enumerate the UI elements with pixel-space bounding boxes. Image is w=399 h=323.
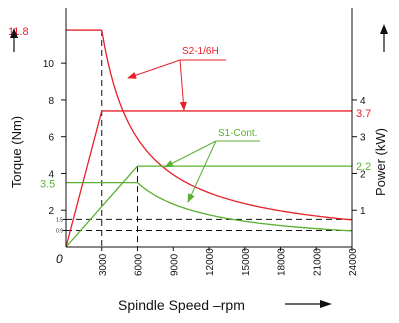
x-tick-label: 12000 bbox=[205, 248, 216, 276]
s2-power-line bbox=[65, 110, 352, 248]
x-tick-label: 15000 bbox=[241, 248, 252, 276]
s1-series-label: S1-Cont. bbox=[218, 128, 257, 139]
guide-lines bbox=[66, 30, 352, 247]
y-left-tick-label: 4 bbox=[48, 169, 54, 180]
y-right-tick-label: 3 bbox=[360, 133, 366, 144]
s1-torque-max-label: 3.5 bbox=[40, 179, 55, 191]
y-left-tick-label: 6 bbox=[48, 133, 54, 144]
y-right-tick-label: 1 bbox=[360, 206, 366, 217]
y-left-arrow-icon bbox=[10, 28, 18, 52]
origin-label: 0 bbox=[56, 252, 63, 266]
x-tick-label: 3000 bbox=[98, 253, 109, 276]
x-tick-label: 9000 bbox=[169, 253, 180, 276]
x-tick-label: 18000 bbox=[277, 248, 288, 276]
s2-power-max-label: 3.7 bbox=[356, 108, 371, 120]
x-arrow-icon bbox=[285, 300, 332, 308]
s2-torque-curve bbox=[101, 29, 353, 221]
x-tick-label: 21000 bbox=[312, 248, 323, 276]
s2-series-label: S2-1/6H bbox=[182, 46, 219, 57]
axes bbox=[65, 8, 353, 248]
s1-leader-power bbox=[164, 140, 217, 168]
ticks: 3000 6000 9000 12000 15000 18000 21000 24000 2 4 6… bbox=[43, 59, 366, 276]
y-right-arrow-icon bbox=[380, 24, 388, 52]
s2-leader-power bbox=[179, 59, 187, 111]
y-right-tick-label: 2 bbox=[360, 169, 366, 180]
x-axis-label: Spindle Speed –rpm bbox=[118, 297, 245, 313]
y-left-small-tick-label: 0.9 bbox=[56, 228, 63, 234]
y-left-axis-label: Torque (Nm) bbox=[9, 116, 24, 188]
curves bbox=[65, 29, 353, 248]
y-left-tick-label: 8 bbox=[48, 96, 54, 107]
y-right-tick-label: 4 bbox=[360, 96, 366, 107]
s1-torque-curve bbox=[137, 182, 353, 232]
s1-power-line bbox=[65, 165, 352, 248]
y-right-axis-label: Power (kW) bbox=[373, 128, 388, 196]
y-left-small-tick-label: 1.5 bbox=[56, 217, 63, 223]
x-tick-label: 6000 bbox=[134, 253, 145, 276]
s2-leader-torque bbox=[127, 59, 181, 79]
x-tick-label: 24000 bbox=[348, 248, 359, 276]
s1-power-max-label: 2.2 bbox=[356, 161, 371, 173]
y-left-tick-label: 2 bbox=[48, 206, 54, 217]
y-left-tick-label: 10 bbox=[43, 59, 55, 70]
s1-leader-torque bbox=[187, 140, 217, 203]
